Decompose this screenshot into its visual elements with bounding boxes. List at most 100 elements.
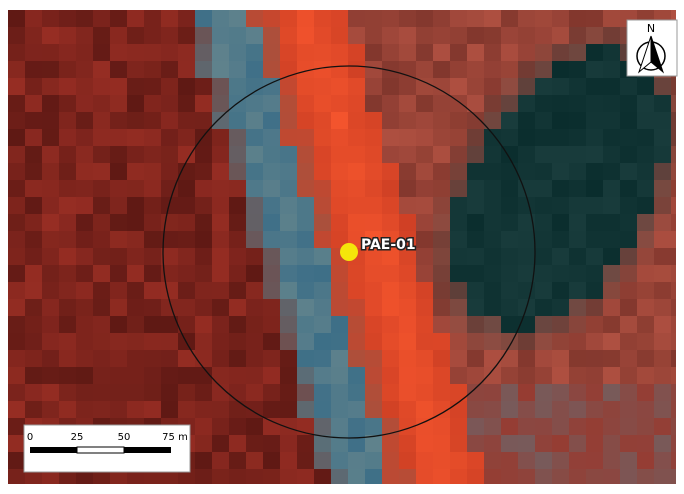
raster-pixel [382,282,399,299]
raster-pixel [535,452,552,469]
raster-pixel [229,61,246,78]
raster-pixel [671,418,676,435]
raster-pixel [654,333,671,350]
raster-pixel [229,214,246,231]
raster-pixel [331,401,348,418]
raster-pixel [297,299,314,316]
raster-pixel [552,214,569,231]
raster-pixel [365,214,382,231]
raster-pixel [501,27,518,44]
raster-pixel [348,265,365,282]
raster-pixel [76,112,93,129]
raster-pixel [552,146,569,163]
raster-pixel [8,469,25,484]
raster-pixel [382,316,399,333]
raster-pixel [280,112,297,129]
raster-pixel [280,129,297,146]
raster-pixel [144,333,161,350]
raster-pixel [416,112,433,129]
raster-pixel [552,282,569,299]
raster-pixel [603,78,620,95]
raster-pixel [586,367,603,384]
raster-pixel [8,316,25,333]
raster-pixel [229,265,246,282]
raster-pixel [467,418,484,435]
raster-pixel [484,435,501,452]
raster-pixel [433,367,450,384]
raster-pixel [93,61,110,78]
raster-pixel [637,112,654,129]
raster-pixel [637,180,654,197]
raster-pixel [8,214,25,231]
raster-pixel [297,214,314,231]
raster-pixel [229,435,246,452]
raster-pixel [314,78,331,95]
raster-pixel [331,452,348,469]
raster-pixel [603,384,620,401]
raster-pixel [569,197,586,214]
raster-pixel [331,95,348,112]
raster-pixel [144,384,161,401]
raster-pixel [620,180,637,197]
raster-pixel [654,78,671,95]
raster-pixel [382,180,399,197]
raster-pixel [365,316,382,333]
raster-pixel [501,248,518,265]
raster-pixel [25,163,42,180]
north-arrow: N [627,20,677,76]
raster-pixel [195,384,212,401]
raster-pixel [331,367,348,384]
raster-pixel [484,299,501,316]
raster-pixel [331,384,348,401]
raster-pixel [467,299,484,316]
raster-pixel [314,418,331,435]
raster-pixel [535,265,552,282]
raster-pixel [416,367,433,384]
raster-pixel [552,435,569,452]
raster-pixel [569,214,586,231]
raster-pixel [110,44,127,61]
raster-pixel [399,180,416,197]
raster-pixel [195,435,212,452]
raster-pixel [212,61,229,78]
raster-pixel [76,10,93,27]
raster-pixel [365,350,382,367]
raster-pixel [552,316,569,333]
raster-pixel [365,78,382,95]
raster-pixel [416,282,433,299]
raster-pixel [25,27,42,44]
raster-pixel [93,299,110,316]
raster-pixel [433,452,450,469]
raster-pixel [365,401,382,418]
raster-pixel [501,163,518,180]
raster-pixel [76,129,93,146]
raster-pixel [263,231,280,248]
raster-pixel [501,469,518,484]
raster-pixel [127,265,144,282]
raster-pixel [178,299,195,316]
raster-pixel [467,367,484,384]
raster-pixel [110,265,127,282]
raster-pixel [620,214,637,231]
raster-pixel [518,401,535,418]
raster-pixel [365,384,382,401]
raster-pixel [416,146,433,163]
raster-pixel [654,418,671,435]
raster-pixel [535,469,552,484]
raster-pixel [671,265,676,282]
raster-pixel [365,265,382,282]
raster-pixel [467,78,484,95]
raster-pixel [382,146,399,163]
raster-pixel [229,146,246,163]
raster-pixel [603,265,620,282]
raster-pixel [450,248,467,265]
raster-pixel [280,78,297,95]
raster-pixel [297,469,314,484]
raster-pixel [586,61,603,78]
raster-pixel [535,418,552,435]
raster-pixel [144,265,161,282]
raster-pixel [586,163,603,180]
raster-pixel [467,214,484,231]
raster-pixel [127,27,144,44]
raster-pixel [501,418,518,435]
